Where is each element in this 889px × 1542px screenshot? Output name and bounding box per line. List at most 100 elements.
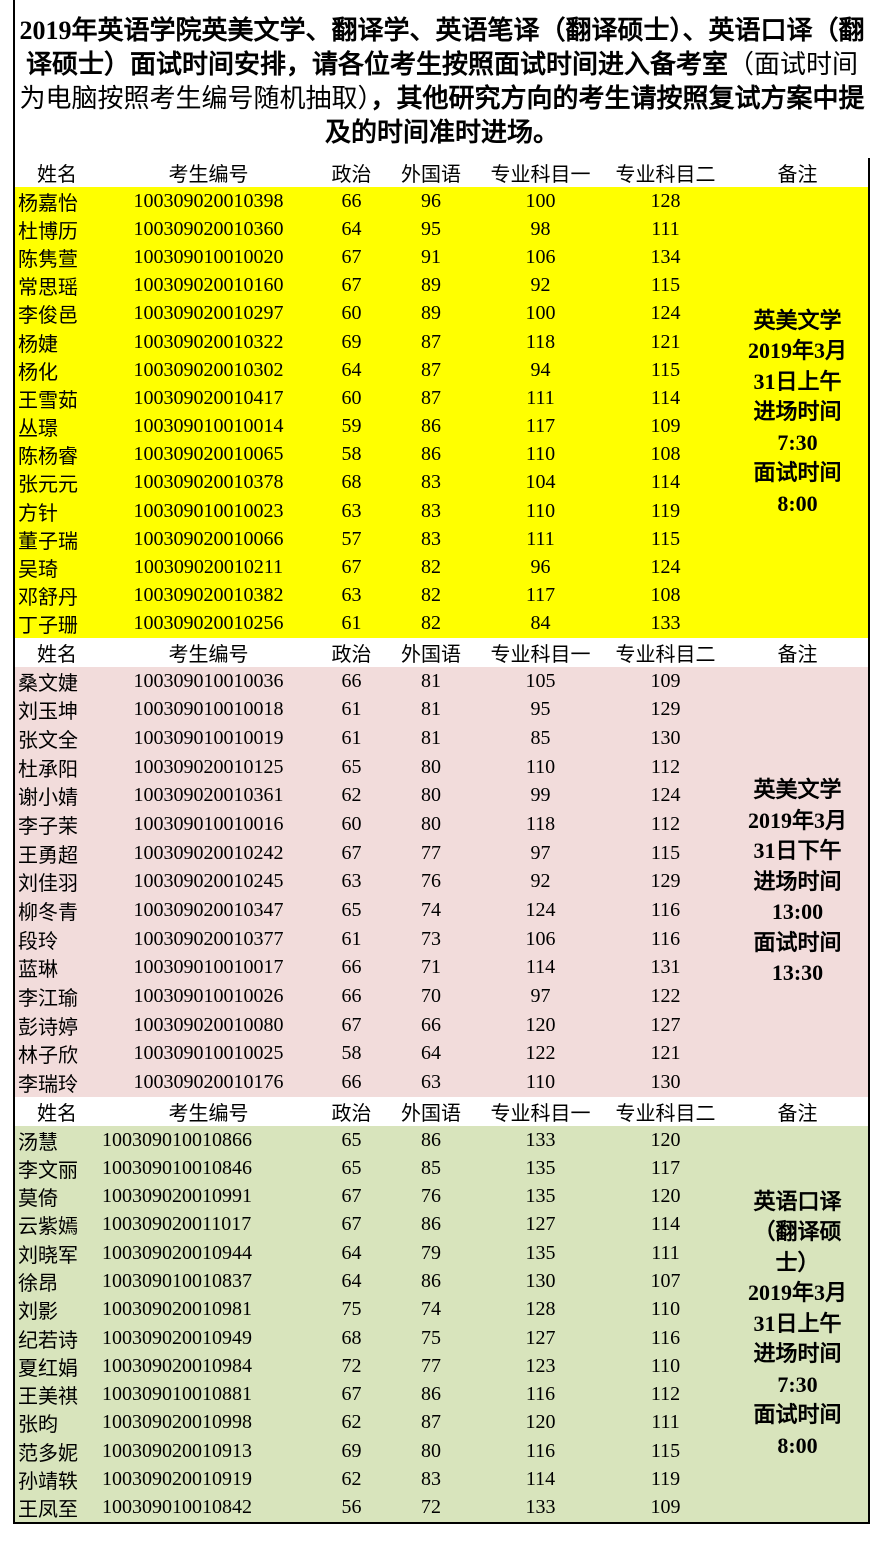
score-cell: 135 xyxy=(477,1182,606,1213)
score-cell: 116 xyxy=(477,1380,606,1411)
score-cell: 56 xyxy=(318,1493,387,1524)
text-cell: 100309020010984 xyxy=(99,1352,320,1383)
header-cell: 外国语 xyxy=(385,1097,479,1128)
score-cell: 114 xyxy=(477,953,606,985)
text-cell: 100309010010866 xyxy=(99,1126,320,1157)
score-cell: 116 xyxy=(477,1437,606,1468)
score-cell: 108 xyxy=(604,581,729,612)
score-cell: 91 xyxy=(385,243,479,274)
note-line: 进场时间 xyxy=(753,1341,842,1367)
score-cell: 86 xyxy=(385,1210,479,1242)
score-cell: 127 xyxy=(477,1324,606,1355)
score-cell: 65 xyxy=(318,753,387,784)
score-cell: 118 xyxy=(477,810,606,841)
score-cell: 123 xyxy=(477,1352,606,1383)
text-cell: 刘佳羽 xyxy=(13,867,101,899)
score-cell: 65 xyxy=(318,1154,387,1185)
note-line: 8:00 xyxy=(777,490,818,516)
text-cell: 100309010010025 xyxy=(99,1039,320,1071)
score-cell: 114 xyxy=(604,1210,729,1242)
score-cell: 117 xyxy=(477,412,606,443)
note-line: 英语口译 xyxy=(753,1188,842,1214)
score-cell: 66 xyxy=(318,187,387,218)
text-cell: 100309020010944 xyxy=(99,1239,320,1270)
note-line: 2019年3月 xyxy=(747,807,847,833)
title: 2019年英语学院英美文学、翻译学、英语笔译（翻译硕士）、英语口译（翻译硕士）面… xyxy=(16,14,868,150)
score-cell: 76 xyxy=(385,1182,479,1213)
note-cell: 英语口译 （翻译硕 士） 2019年3月 31日上午 进场时间 7:30 面试时间 8:00 xyxy=(727,1126,870,1524)
score-cell: 58 xyxy=(318,440,387,471)
score-cell: 65 xyxy=(318,1126,387,1157)
score-cell: 98 xyxy=(477,215,606,246)
score-cell: 60 xyxy=(318,299,387,330)
score-cell: 87 xyxy=(385,384,479,415)
score-cell: 133 xyxy=(477,1126,606,1157)
header-cell: 外国语 xyxy=(385,638,479,669)
score-cell: 122 xyxy=(477,1039,606,1071)
note-line: 7:30 xyxy=(777,429,818,455)
text-cell: 杨化 xyxy=(13,356,101,387)
text-cell: 汤慧 xyxy=(13,1126,101,1157)
score-cell: 61 xyxy=(318,724,387,755)
score-cell: 66 xyxy=(385,1011,479,1042)
text-cell: 100309010010014 xyxy=(99,412,320,443)
text-cell: 100309020011017 xyxy=(99,1210,320,1242)
score-cell: 131 xyxy=(604,953,729,985)
text-cell: 100309020010991 xyxy=(99,1182,320,1213)
note-line: 8:00 xyxy=(777,1432,818,1458)
header-cell: 考生编号 xyxy=(99,1097,320,1128)
text-cell: 100309020010398 xyxy=(99,187,320,218)
text-cell: 纪若诗 xyxy=(13,1324,101,1355)
score-cell: 61 xyxy=(318,925,387,956)
score-cell: 127 xyxy=(604,1011,729,1042)
text-cell: 100309020010322 xyxy=(99,327,320,359)
header-cell: 专业科目一 xyxy=(477,638,606,669)
text-cell: 王凤至 xyxy=(13,1493,101,1524)
score-cell: 67 xyxy=(318,1182,387,1213)
text-cell: 100309010010837 xyxy=(99,1267,320,1298)
title-normal: （面试时间为电脑按照考生编号随机抽取） xyxy=(19,50,859,113)
text-cell: 100309010010846 xyxy=(99,1154,320,1185)
header-cell: 考生编号 xyxy=(99,638,320,669)
note-line: （翻译硕 xyxy=(753,1219,842,1245)
score-cell: 114 xyxy=(604,468,729,500)
score-cell: 97 xyxy=(477,839,606,870)
text-cell: 100309020010361 xyxy=(99,781,320,813)
score-cell: 96 xyxy=(477,553,606,584)
text-cell: 刘玉坤 xyxy=(13,695,101,727)
text-cell: 吴琦 xyxy=(13,553,101,584)
note-line: 13:30 xyxy=(771,960,824,986)
score-cell: 72 xyxy=(385,1493,479,1524)
text-cell: 杜承阳 xyxy=(13,753,101,784)
score-cell: 67 xyxy=(318,271,387,302)
note-cell: 英美文学 2019年3月 31日上午 进场时间 7:30 面试时间 8:00 xyxy=(727,187,870,640)
score-cell: 100 xyxy=(477,187,606,218)
text-cell: 方针 xyxy=(13,497,101,528)
header-cell: 专业科目二 xyxy=(604,1097,729,1128)
text-cell: 100309010010020 xyxy=(99,243,320,274)
text-cell: 蓝琳 xyxy=(13,953,101,985)
score-cell: 115 xyxy=(604,356,729,387)
score-cell: 61 xyxy=(318,609,387,640)
text-cell: 丛璟 xyxy=(13,412,101,443)
score-cell: 63 xyxy=(318,497,387,528)
text-cell: 夏红娟 xyxy=(13,1352,101,1383)
score-cell: 94 xyxy=(477,356,606,387)
score-cell: 73 xyxy=(385,925,479,956)
header-cell: 考生编号 xyxy=(99,158,320,189)
note-line: 31日上午 xyxy=(753,1310,842,1336)
header-cell: 专业科目二 xyxy=(604,638,729,669)
text-cell: 李文丽 xyxy=(13,1154,101,1185)
score-cell: 61 xyxy=(318,695,387,727)
text-cell: 100309020010125 xyxy=(99,753,320,784)
score-cell: 87 xyxy=(385,327,479,359)
note-cell: 英美文学 2019年3月 31日下午 进场时间 13:00 面试时间 13:30 xyxy=(727,667,870,1099)
score-cell: 62 xyxy=(318,1465,387,1496)
score-cell: 116 xyxy=(604,896,729,927)
score-cell: 129 xyxy=(604,867,729,899)
text-cell: 100309010010023 xyxy=(99,497,320,528)
score-cell: 130 xyxy=(604,724,729,755)
note-line: 面试时间 xyxy=(753,460,842,486)
text-cell: 100309010010842 xyxy=(99,1493,320,1524)
note-line: 2019年3月 xyxy=(747,338,847,364)
